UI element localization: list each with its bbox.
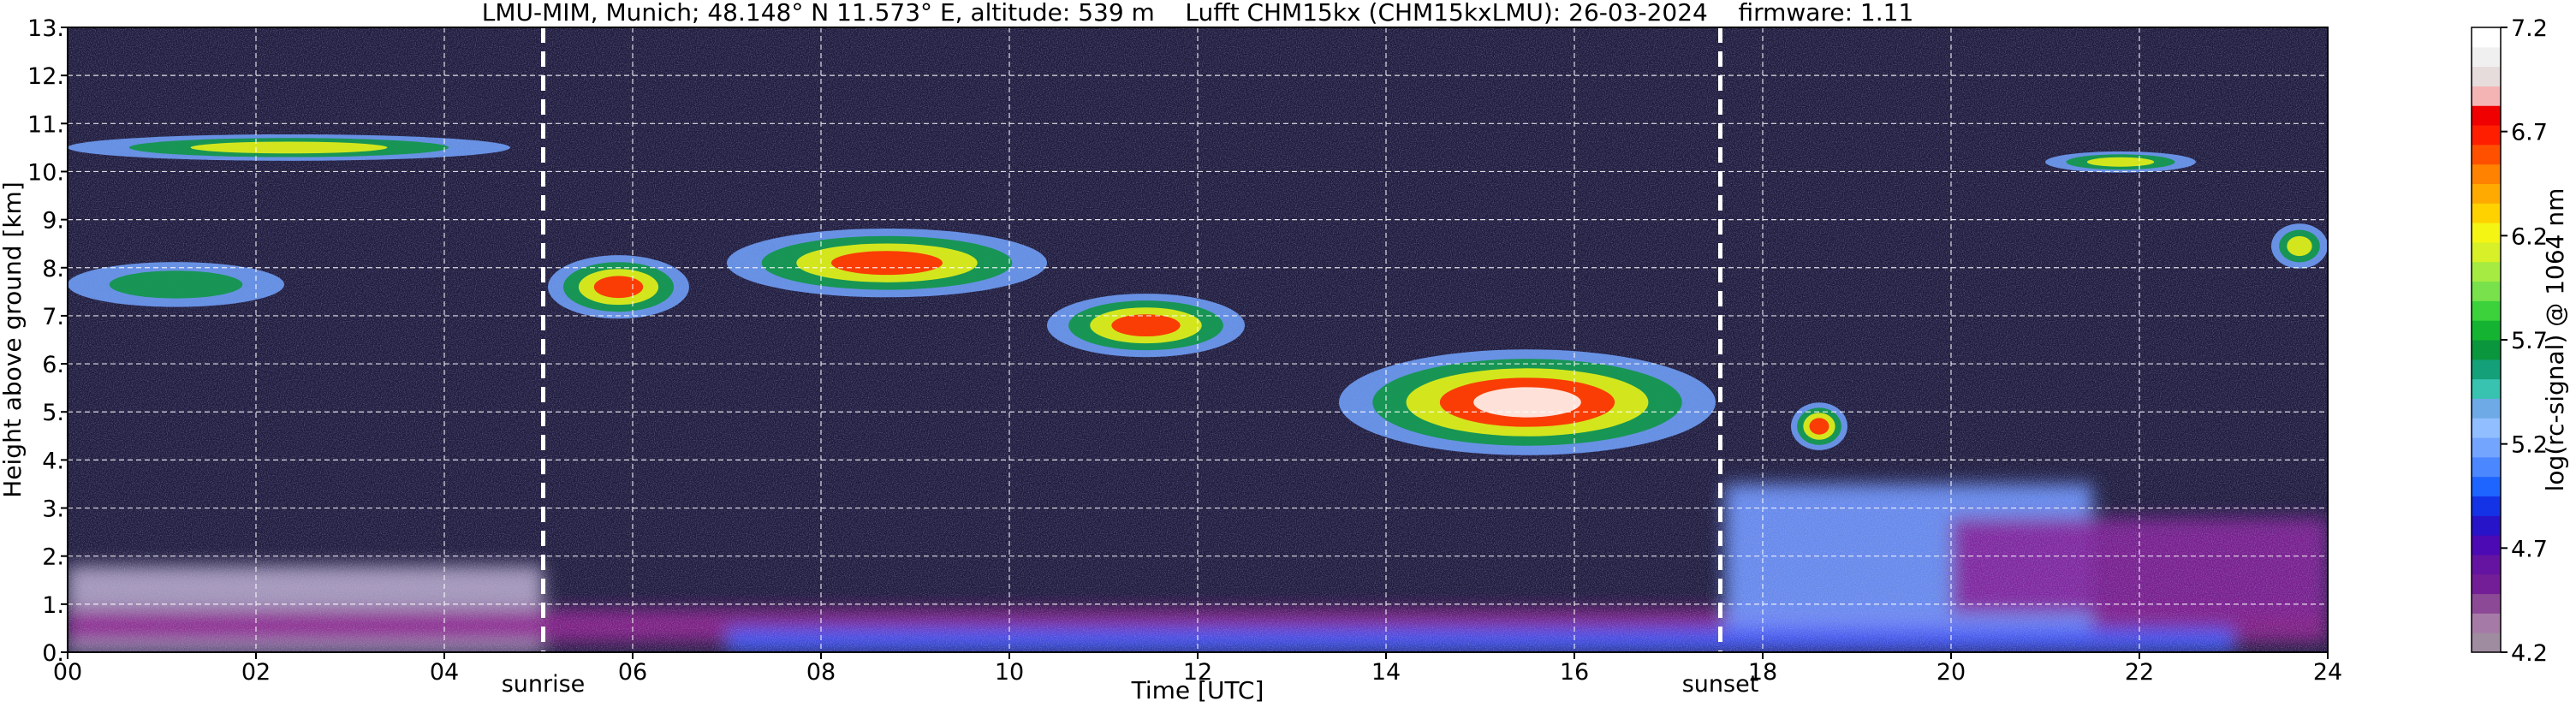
y-tick-label: 0. bbox=[42, 640, 64, 667]
colorbar-segment bbox=[2472, 378, 2501, 399]
y-axis-label: Height above ground [km] bbox=[0, 181, 27, 498]
colorbar-segment bbox=[2472, 125, 2501, 146]
x-tick-label: 18 bbox=[1748, 659, 1777, 686]
y-tick-label: 5. bbox=[42, 400, 64, 426]
colorbar-segment bbox=[2472, 476, 2501, 496]
cloud-band bbox=[593, 276, 644, 299]
colorbar-segment bbox=[2472, 359, 2501, 380]
x-tick-label: 04 bbox=[430, 659, 459, 686]
colorbar-ticks: 4.2 4.7 5.2 5.7 6.2 6.7 7.2 bbox=[2501, 15, 2548, 667]
colorbar-segment bbox=[2472, 203, 2501, 223]
cloud-band bbox=[2086, 157, 2155, 167]
cloud-band bbox=[1809, 418, 1829, 435]
colorbar-segment bbox=[2472, 593, 2501, 614]
sun-annotations: sunrise sunset bbox=[502, 671, 1759, 698]
cloud-band bbox=[1111, 314, 1181, 337]
colorbar-segment bbox=[2472, 261, 2501, 282]
y-tick-label: 1. bbox=[42, 592, 64, 619]
plot-area bbox=[68, 27, 2328, 652]
colorbar-tick-label: 5.2 bbox=[2511, 432, 2548, 459]
colorbar-tick-label: 6.2 bbox=[2511, 223, 2548, 250]
colorbar-segment bbox=[2472, 163, 2501, 184]
chart-title: LMU-MIM, Munich; 48.148° N 11.573° E, al… bbox=[482, 0, 1914, 27]
colorbar-tick-label: 4.2 bbox=[2511, 640, 2548, 667]
colorbar-segment bbox=[2472, 437, 2501, 458]
y-tick-label: 6. bbox=[42, 352, 64, 378]
grid-lines bbox=[68, 27, 2328, 652]
colorbar-tick-label: 5.7 bbox=[2511, 328, 2548, 354]
sun-event-lines bbox=[541, 27, 1722, 652]
colorbar-segment bbox=[2472, 223, 2501, 243]
colorbar-segment bbox=[2472, 66, 2501, 86]
colorbar-segment bbox=[2472, 398, 2501, 419]
colorbar-segment bbox=[2472, 86, 2501, 106]
y-tick-label: 2. bbox=[42, 544, 64, 571]
x-axis-ticks: 00 02 04 06 08 10 12 14 16 18 20 22 24 bbox=[53, 652, 2342, 686]
sun-event-label: sunrise bbox=[502, 671, 586, 698]
colorbar-label: log(rc-signal) @ 1064 nm bbox=[2541, 188, 2569, 492]
x-tick-label: 02 bbox=[241, 659, 271, 686]
sun-event-label: sunset bbox=[1682, 671, 1759, 698]
colorbar-segment bbox=[2472, 456, 2501, 478]
colorbar-segment bbox=[2472, 241, 2501, 263]
y-tick-label: 11. bbox=[27, 111, 64, 138]
y-tick-label: 8. bbox=[42, 256, 64, 282]
colorbar-segment bbox=[2472, 340, 2501, 360]
cloud-band bbox=[190, 141, 388, 154]
colorbar-segment bbox=[2472, 105, 2501, 126]
y-axis-ticks: 0. 1. 2. 3. 4. 5. 6. 7. 8. 9. 10. 11. 12. 13. bbox=[27, 15, 68, 667]
colorbar-segment bbox=[2472, 300, 2501, 321]
colorbar-tick-label: 7.2 bbox=[2511, 15, 2548, 42]
colorbar-segment bbox=[2472, 573, 2501, 595]
x-tick-label: 20 bbox=[1936, 659, 1966, 686]
y-tick-label: 3. bbox=[42, 496, 64, 523]
y-tick-label: 10. bbox=[27, 159, 64, 186]
colorbar-segment bbox=[2472, 183, 2501, 204]
x-tick-label: 16 bbox=[1560, 659, 1589, 686]
cloud-band bbox=[109, 270, 243, 299]
colorbar-segment bbox=[2472, 515, 2501, 536]
x-tick-label: 24 bbox=[2313, 659, 2342, 686]
colorbar-segment bbox=[2472, 27, 2501, 48]
colorbar-segment bbox=[2472, 144, 2501, 165]
colorbar-tick-label: 4.7 bbox=[2511, 536, 2548, 562]
x-tick-label: 10 bbox=[995, 659, 1024, 686]
colorbar-tick-label: 6.7 bbox=[2511, 120, 2548, 146]
cloud-layers bbox=[68, 134, 2328, 455]
colorbar-segment bbox=[2472, 613, 2501, 633]
y-tick-label: 4. bbox=[42, 448, 64, 474]
colorbar-segment bbox=[2472, 418, 2501, 438]
cloud-band bbox=[2287, 235, 2312, 257]
colorbar-segment bbox=[2472, 496, 2501, 516]
cloud-band bbox=[830, 251, 943, 276]
x-axis-label: Time [UTC] bbox=[1131, 676, 1264, 704]
colorbar-segment bbox=[2472, 633, 2501, 653]
colorbar-segment bbox=[2472, 281, 2501, 301]
colorbar-segment bbox=[2472, 554, 2501, 575]
colorbar-segment bbox=[2472, 320, 2501, 341]
colorbar-segment bbox=[2472, 46, 2501, 68]
y-tick-label: 13. bbox=[27, 15, 64, 42]
y-tick-label: 9. bbox=[42, 208, 64, 235]
x-tick-label: 14 bbox=[1371, 659, 1401, 686]
y-tick-label: 12. bbox=[27, 63, 64, 90]
colorbar-segment bbox=[2472, 535, 2501, 556]
colorbar bbox=[2471, 27, 2502, 653]
x-tick-label: 00 bbox=[53, 659, 82, 686]
x-tick-label: 06 bbox=[618, 659, 647, 686]
x-tick-label: 12 bbox=[1183, 659, 1212, 686]
x-tick-label: 22 bbox=[2125, 659, 2154, 686]
cloud-band bbox=[1473, 387, 1581, 418]
y-tick-label: 7. bbox=[42, 304, 64, 330]
x-tick-label: 08 bbox=[806, 659, 836, 686]
